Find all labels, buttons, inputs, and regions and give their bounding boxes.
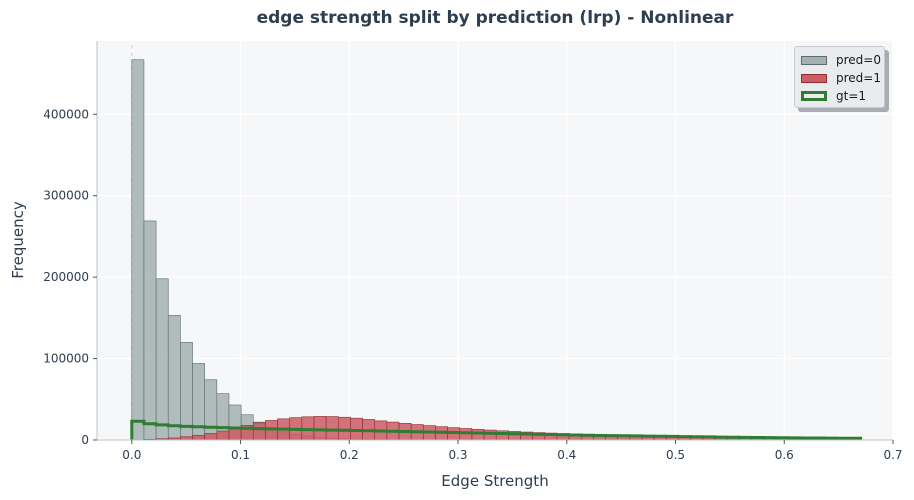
- legend-item-pred0: pred=0: [801, 51, 881, 69]
- x-tick-label: 0.4: [557, 448, 576, 462]
- y-tick-label: 100000: [43, 352, 89, 366]
- plot-area: [97, 41, 893, 440]
- bar-pred0-0: [131, 59, 145, 441]
- legend-item-pred1: pred=1: [801, 69, 881, 87]
- bar-pred1-10: [252, 422, 266, 441]
- x-axis-label: Edge Strength: [441, 472, 549, 490]
- legend-item-gt1: gt=1: [801, 87, 878, 105]
- bar-pred0-2: [155, 278, 169, 441]
- bar-pred1-5: [192, 434, 205, 441]
- bar-pred1-16: [325, 416, 339, 441]
- y-tick-label: 200000: [43, 270, 89, 284]
- bar-pred1-15: [313, 416, 327, 441]
- bar-pred1-29: [483, 429, 497, 441]
- legend-swatch-gt1: [801, 91, 827, 101]
- legend-label-pred1: pred=1: [836, 71, 881, 85]
- bar-pred0-3: [167, 315, 181, 441]
- y-tick-label: 400000: [43, 107, 89, 121]
- legend-label-gt1: gt=1: [836, 89, 867, 103]
- x-tick-label: 0.3: [448, 448, 467, 462]
- legend-swatch-pred1: [801, 73, 827, 83]
- y-axis-label: Frequency: [9, 201, 27, 279]
- bar-pred1-27: [459, 428, 473, 441]
- y-tick-label: 300000: [43, 189, 89, 203]
- x-tick-label: 0.5: [666, 448, 685, 462]
- x-tick-label: 0.2: [340, 448, 359, 462]
- bar-pred1-28: [471, 429, 485, 441]
- x-tick-label: 0.1: [231, 448, 250, 462]
- chart-title: edge strength split by prediction (lrp) …: [256, 8, 734, 28]
- x-tick-label: 0.0: [122, 448, 141, 462]
- bar-pred0-6: [204, 379, 218, 441]
- bar-pred0-1: [143, 220, 157, 441]
- bar-pred1-8: [228, 427, 242, 441]
- x-tick-label: 0.6: [775, 448, 794, 462]
- bar-pred0-5: [192, 363, 205, 441]
- legend: pred=0 pred=1 gt=1: [794, 46, 885, 108]
- legend-swatch-pred0: [801, 55, 827, 65]
- bar-pred1-17: [337, 416, 351, 441]
- y-tick-label: 0: [81, 433, 89, 447]
- x-tick-label: 0.7: [883, 448, 902, 462]
- bar-pred1-6: [204, 433, 218, 441]
- bar-pred1-7: [216, 430, 230, 441]
- legend-label-pred0: pred=0: [836, 53, 881, 67]
- step-line-gt1: [130, 419, 863, 440]
